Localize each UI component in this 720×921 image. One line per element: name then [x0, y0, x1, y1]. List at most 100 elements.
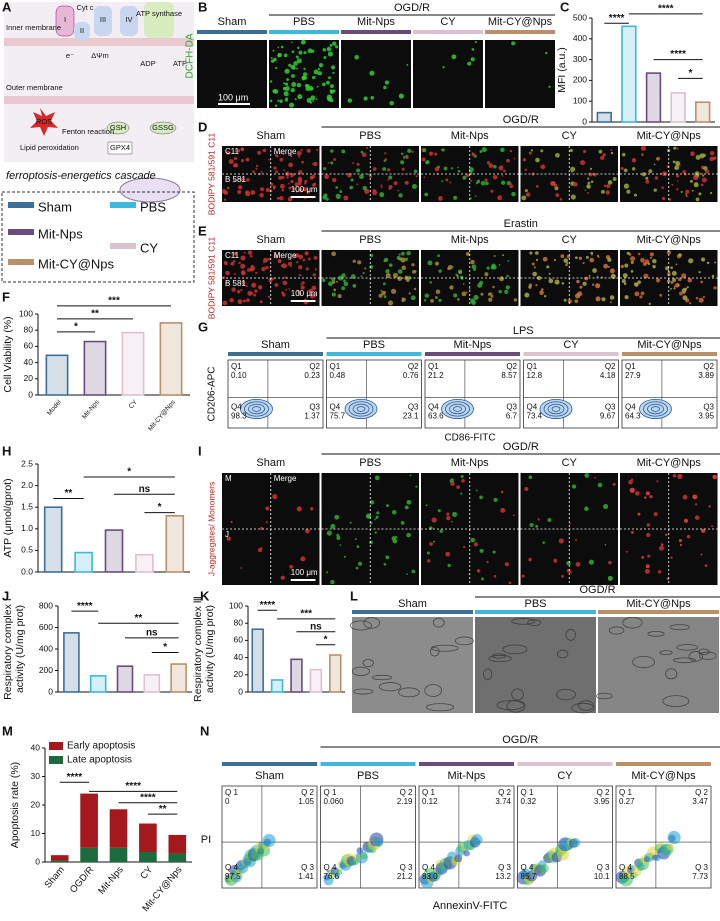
cell-signal [255, 164, 259, 168]
cell-signal [364, 267, 367, 270]
cell-signal [374, 475, 380, 481]
cell-signal [376, 511, 380, 515]
cell-signal [533, 266, 536, 269]
tem-image [352, 617, 473, 713]
quadrant-name: Q4 [625, 403, 636, 412]
schematic-label: Lipid peroxidation [20, 143, 79, 152]
cell-signal [225, 262, 228, 266]
cell-signal [563, 258, 568, 263]
quadrant-name: Q 3 [400, 863, 413, 872]
cell-signal [381, 186, 383, 189]
y-axis-label: Cell Viability (%) [2, 316, 14, 392]
schematic-label: IV [125, 15, 132, 24]
cell-signal [309, 101, 313, 104]
y-axis-label: Respiratory complex Ⅲ [192, 596, 204, 702]
event-cloud [454, 854, 463, 863]
micrograph [413, 40, 483, 108]
cell-signal [585, 255, 589, 259]
cell-signal [652, 258, 657, 264]
cell-signal [649, 495, 653, 499]
group-label: PBS [359, 457, 381, 469]
cell-signal [470, 179, 473, 182]
cell-signal [294, 98, 297, 101]
cell-signal [537, 518, 540, 521]
cell-signal [600, 155, 605, 160]
cell-signal [441, 180, 444, 183]
quadrant-value: 0.10 [231, 371, 247, 380]
cell-signal [653, 188, 657, 192]
cell-signal [434, 166, 440, 172]
cell-signal [574, 256, 578, 260]
quadrant-name: Q 4 [422, 863, 435, 872]
cell-signal [284, 82, 289, 86]
cell-signal [466, 291, 468, 294]
cell-signal [404, 257, 408, 261]
condition-label: OGD/R [502, 734, 538, 746]
cell-signal [322, 278, 326, 283]
group-bar [320, 762, 416, 766]
cell-signal [290, 172, 295, 177]
cell-signal [630, 260, 634, 264]
cell-signal [265, 187, 270, 193]
cell-signal [334, 514, 340, 520]
cell-signal [300, 285, 305, 290]
group-label: Sham [261, 339, 290, 351]
quadrant-value: 7.73 [692, 872, 708, 881]
cell-signal [521, 574, 525, 578]
cell-signal [569, 522, 572, 525]
quadrant-name: Q3 [703, 403, 714, 412]
quadrant-value: 6.7 [506, 412, 518, 421]
y-axis-label: activity (U/mg prot) [204, 605, 216, 693]
schematic-label: GSSG [152, 123, 174, 132]
cell-signal [382, 282, 386, 286]
cell-signal [503, 169, 506, 173]
cell-signal [640, 291, 645, 296]
cell-signal [479, 280, 484, 285]
cell-signal [341, 273, 346, 278]
density-contour [651, 406, 660, 412]
cell-signal [545, 51, 548, 55]
cell-signal [465, 173, 469, 178]
cell-signal [307, 191, 311, 194]
cell-signal [429, 152, 432, 155]
cell-signal [665, 266, 670, 271]
y-tick-label: 10 [31, 828, 41, 838]
cell-signal [273, 166, 277, 170]
cell-signal [296, 261, 299, 264]
cell-signal [573, 182, 578, 187]
ros-burst [30, 108, 58, 136]
cell-signal [424, 293, 430, 298]
cell-signal [679, 291, 684, 296]
organelle [632, 656, 655, 669]
group-label: Sham [256, 234, 285, 246]
cell-signal [468, 287, 471, 290]
group-bar [616, 762, 711, 766]
bar [104, 529, 124, 573]
quadrant-name: Q1 [231, 362, 242, 371]
cell-signal [480, 181, 486, 186]
quadrant-value: 83.0 [422, 872, 438, 881]
cell-signal [583, 149, 587, 154]
bar [596, 111, 612, 123]
cell-signal [427, 559, 431, 563]
cell-signal [498, 264, 501, 266]
density-contour [449, 403, 466, 415]
group-label: Mit-CY@Nps [637, 130, 702, 142]
axis-label: CD86-FITC [444, 433, 495, 444]
cell-signal [298, 188, 303, 193]
cell-signal [531, 262, 535, 266]
cell-signal [398, 253, 401, 256]
cell-signal [375, 515, 379, 519]
cell-signal [300, 148, 303, 152]
cell-signal [390, 288, 397, 294]
cell-signal [360, 150, 364, 154]
cell-signal [406, 499, 412, 505]
cell-signal [484, 272, 489, 277]
group-bar [352, 610, 473, 614]
cell-signal [295, 253, 300, 258]
cell-signal [287, 261, 293, 266]
group-bar [475, 610, 596, 614]
cell-signal [591, 283, 595, 286]
cell-signal [316, 148, 319, 151]
group-bar [269, 30, 339, 34]
